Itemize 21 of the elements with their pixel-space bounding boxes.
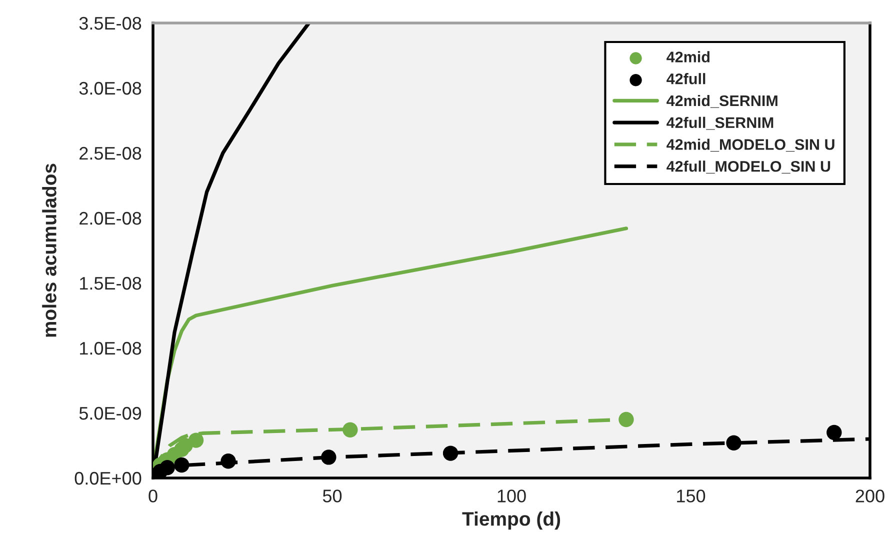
legend-label: 42full_MODELO_SIN U — [666, 160, 830, 174]
y-tick-label: 1.5E-08 — [80, 276, 142, 290]
y-tick-label: 5.0E-09 — [79, 406, 142, 420]
y-tick-label: 2.0E-08 — [80, 212, 142, 225]
legend-label: 42full_SERNIM — [666, 116, 774, 130]
legend-label: 42mid_MODELO_SIN U — [666, 138, 834, 152]
x-tick-label: 0 — [148, 490, 158, 502]
y-tick-label: 2.5E-08 — [80, 146, 142, 160]
x-tick-label: 200 — [856, 490, 884, 502]
legend-label: 42mid_SERNIM — [666, 94, 778, 108]
y-tick-label: 1.0E-08 — [80, 342, 142, 355]
y-axis-title: moles acumulados — [42, 164, 56, 337]
y-tick-label: 3.5E-08 — [79, 16, 142, 30]
legend-label: 42mid — [666, 51, 710, 62]
y-tick-label: 0.0E+00 — [74, 472, 142, 485]
x-tick-label: 100 — [498, 490, 526, 502]
x-tick-label: 150 — [677, 490, 706, 502]
x-axis-title: Tiempo (d) — [462, 512, 560, 530]
x-tick-label: 50 — [322, 490, 342, 502]
legend-label: 42full — [666, 73, 706, 84]
y-tick-label: 3.0E-08 — [79, 82, 142, 95]
